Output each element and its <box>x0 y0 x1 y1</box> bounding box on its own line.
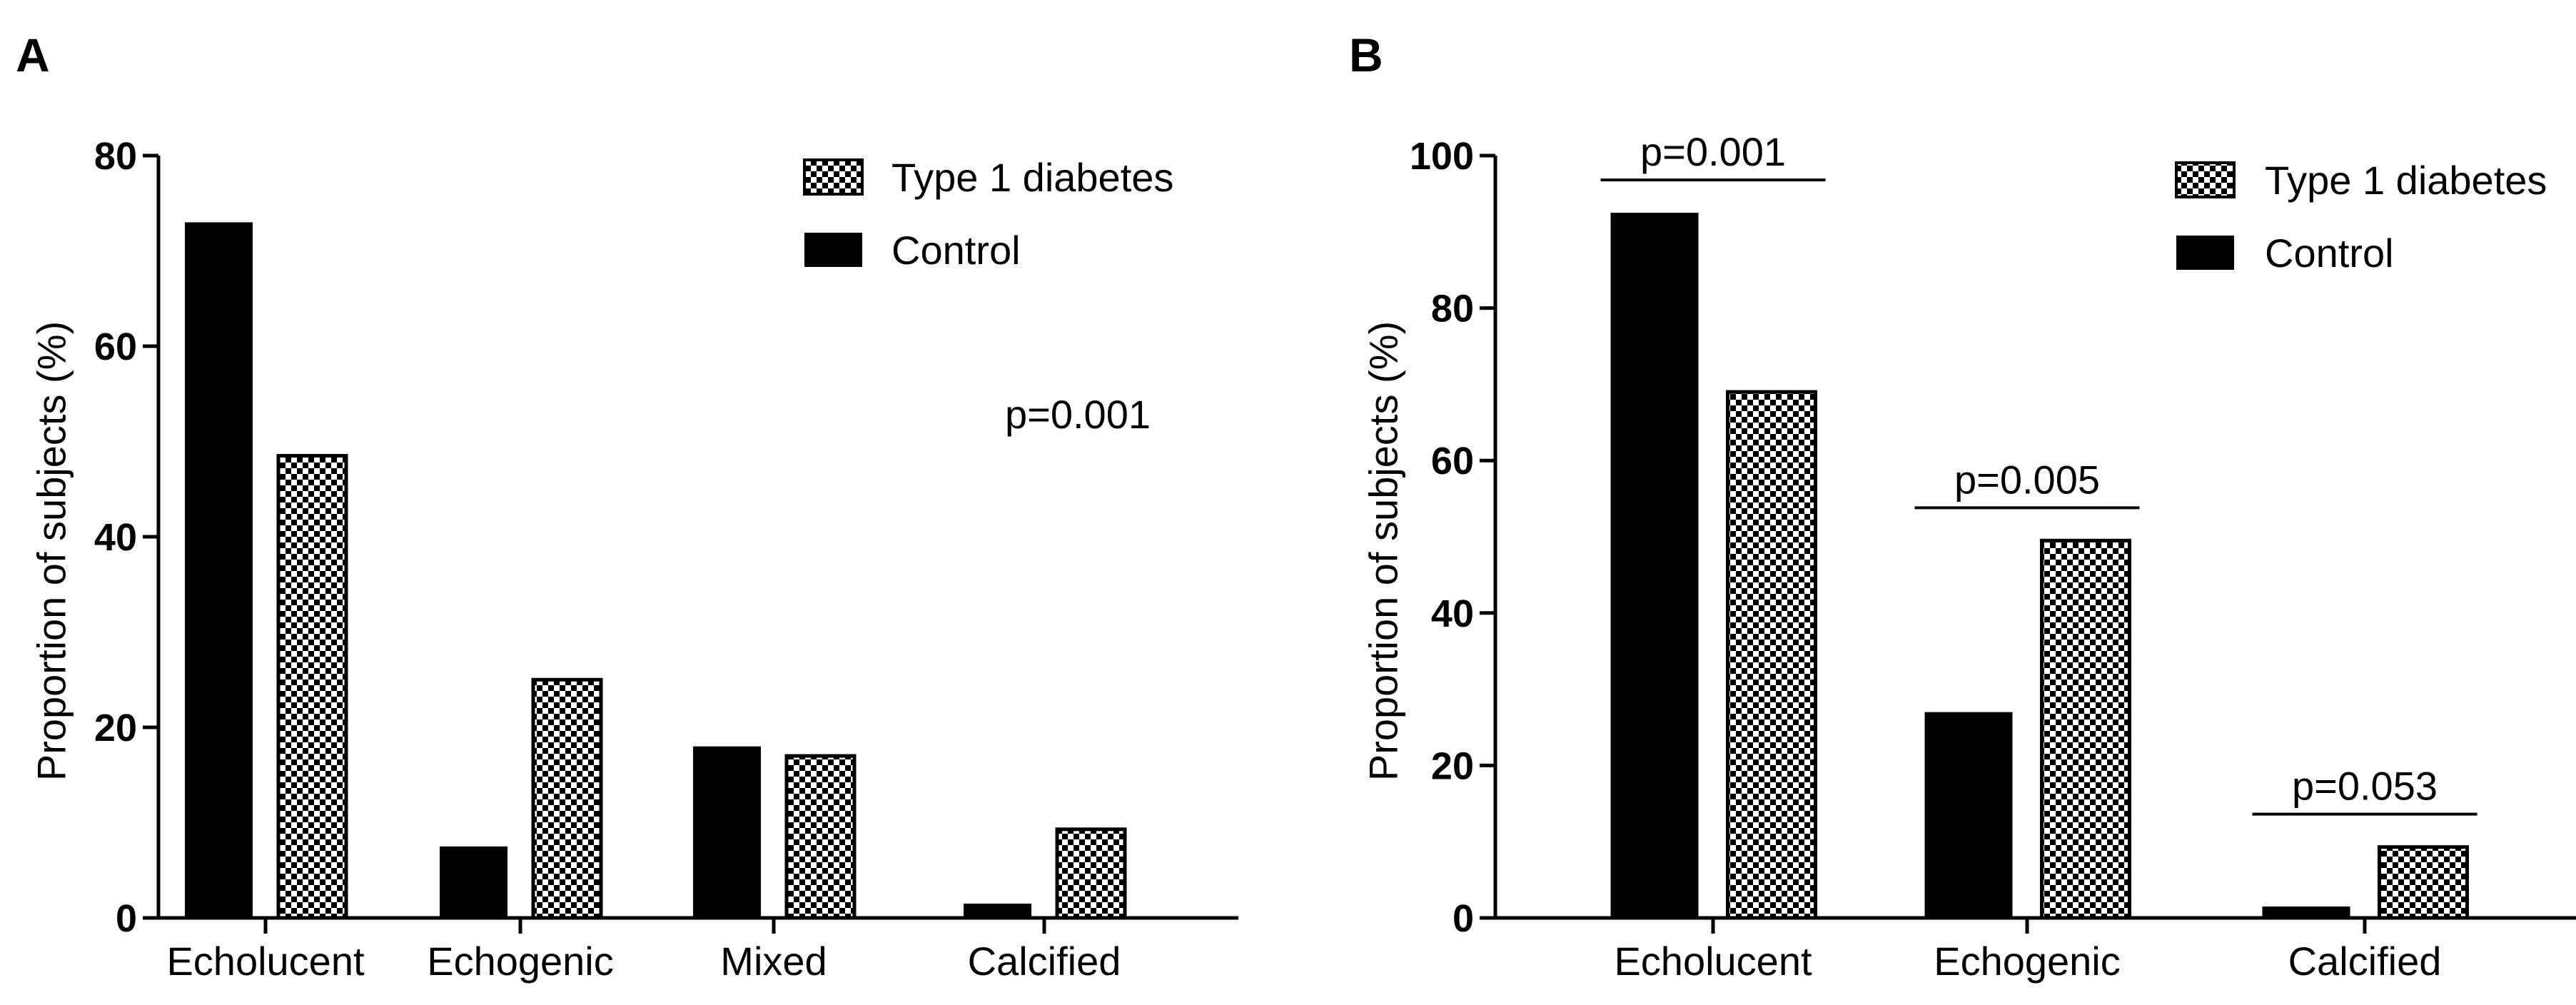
x-tick-label-echogenic: Echogenic <box>427 939 614 984</box>
bar-control-calcified <box>2262 906 2350 918</box>
y-axis-title: Proportion of subjects (%) <box>1361 321 1406 781</box>
y-tick-label: 20 <box>94 707 137 749</box>
p-value-calcified: p=0.053 <box>2292 764 2438 809</box>
bar-control-mixed <box>693 746 761 918</box>
bar-type-1-diabetes-echolucent <box>276 454 348 920</box>
bar-control-calcified <box>964 903 1031 918</box>
bar-type-1-diabetes-echolucent <box>1726 390 1817 920</box>
p-value-echogenic: p=0.005 <box>1954 457 2100 502</box>
bar-control-echolucent <box>185 222 253 918</box>
panel-letter: A <box>16 29 50 81</box>
bar-control-echolucent <box>1610 213 1699 919</box>
y-tick-label: 60 <box>1431 440 1474 483</box>
y-tick-label: 40 <box>1431 592 1474 635</box>
p-value-echolucent: p=0.001 <box>1640 129 1786 174</box>
y-tick-label: 0 <box>1453 897 1474 940</box>
legend-swatch-type-1-diabetes <box>2175 161 2236 198</box>
bar-type-1-diabetes-echogenic <box>531 677 603 920</box>
bar-type-1-diabetes-calcified <box>1055 827 1127 920</box>
y-tick-label: 60 <box>94 325 137 368</box>
x-tick-label-echolucent: Echolucent <box>1614 939 1812 984</box>
bar-control-echogenic <box>440 846 507 918</box>
legend: Type 1 diabetes Control <box>2175 158 2547 276</box>
legend: Type 1 diabetes Control <box>803 155 1173 273</box>
legend-label-control: Control <box>892 228 1021 273</box>
panel-b: B 0 20 40 60 80 100 Proportion of subjects (%) E… <box>1349 29 2576 984</box>
legend-label-type-1-diabetes: Type 1 diabetes <box>2265 158 2547 203</box>
y-axis-title: Proportion of subjects (%) <box>29 321 74 781</box>
y-tick-label: 100 <box>1410 135 1474 178</box>
y-tick-label: 20 <box>1431 744 1474 787</box>
x-tick-label-echogenic: Echogenic <box>1934 939 2121 984</box>
x-tick-label-mixed: Mixed <box>720 939 827 984</box>
bar-type-1-diabetes-echogenic <box>2040 538 2131 920</box>
legend-swatch-control <box>804 233 862 267</box>
legend-label-type-1-diabetes: Type 1 diabetes <box>892 155 1173 200</box>
legend-label-control: Control <box>2265 231 2394 276</box>
y-tick-label: 80 <box>1431 288 1474 330</box>
y-tick-label: 0 <box>116 897 137 940</box>
bar-type-1-diabetes-mixed <box>784 754 857 920</box>
panel-letter: B <box>1349 29 1383 81</box>
x-tick-label-calcified: Calcified <box>2288 939 2442 984</box>
p-value: p=0.001 <box>1005 392 1151 437</box>
x-tick-label-echolucent: Echolucent <box>166 939 365 984</box>
y-tick-label: 80 <box>94 135 137 178</box>
panel-a: A 0 20 40 60 80 Proportion of subjects (%) Echo… <box>16 29 1238 984</box>
legend-swatch-type-1-diabetes <box>803 158 864 196</box>
bar-control-echogenic <box>1924 712 2013 918</box>
bar-type-1-diabetes-calcified <box>2378 845 2469 920</box>
x-tick-label-calcified: Calcified <box>968 939 1121 984</box>
legend-swatch-control <box>2176 236 2234 270</box>
y-tick-label: 40 <box>94 516 137 559</box>
